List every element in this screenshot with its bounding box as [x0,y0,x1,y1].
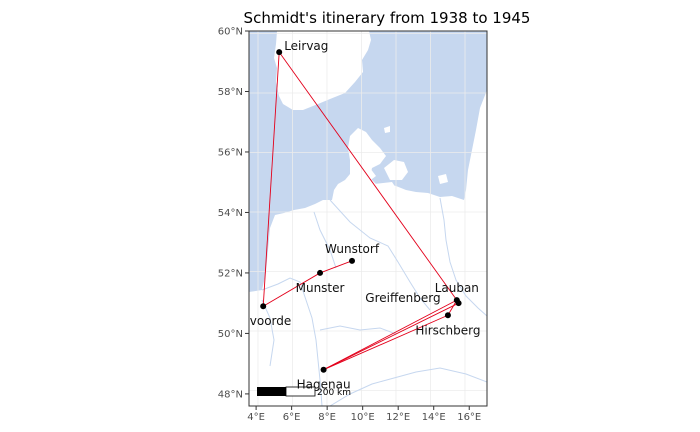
route-layer [262,51,459,371]
route-segment [262,272,321,307]
place-marker [455,300,462,307]
scale-bar-white [285,386,316,397]
axes: 48°N 50°N 52°N 54°N 56°N 58°N 60°N 4°E 6°E 8°E 10°… [218,27,481,424]
map-title: Schmidt's itinerary from 1938 to 1945 [244,9,531,27]
place-label: Hirschberg [415,323,480,337]
island-funen [360,168,376,182]
graticule [249,31,487,406]
points-layer: Leirvag Wunstorf Munster Vilvoorde LaubanGre… [235,39,480,392]
river-rhine [261,277,323,406]
place-marker [349,257,356,264]
lon-tick-label: 16°E [457,412,481,423]
place-marker [317,269,324,276]
route-segment [323,314,449,371]
lon-tick-label: 6°E [283,412,301,423]
route-segment [262,52,280,307]
river-weser [313,211,337,269]
lat-tick-label: 48°N [218,389,243,400]
lon-tick-label: 8°E [318,412,336,423]
scale-bar-black [257,387,286,396]
lon-tick-label: 14°E [422,412,446,423]
lat-tick-label: 58°N [218,87,243,98]
place-label: Lauban [435,281,479,295]
lat-tick-label: 50°N [218,329,243,340]
lon-tick-label: 10°E [351,412,375,423]
place-marker [260,303,267,310]
island-lolland [374,182,396,190]
river-meuse [261,299,275,367]
lat-tick-label: 56°N [218,147,243,158]
place-label: Greiffenberg [365,291,440,305]
lon-tick-label: 12°E [386,412,410,423]
route-segment [323,299,458,371]
lat-tick-label: 54°N [218,208,243,219]
place-marker [320,366,327,373]
route-segment [319,260,353,274]
scale-bar-label: 200 km [317,388,351,398]
place-label: Munster [296,281,345,295]
river-danube [329,367,487,406]
place-marker [276,49,283,56]
place-marker [444,312,451,319]
river-elbe [329,199,431,311]
place-label: Leirvag [284,39,328,53]
island-anholt [384,126,390,133]
place-label: Vilvoorde [235,314,291,328]
rivers [261,197,487,406]
island-bornholm [438,174,448,184]
place-label: Wunstorf [325,242,380,256]
route-segment [323,302,459,371]
sea-water [249,31,487,292]
place-label: Hagenau [297,378,351,392]
map-panel: 200 km Leirvag Wunstorf Munster Vilvoorde La… [235,31,487,406]
panel-border [248,30,488,407]
lat-tick-label: 60°N [218,27,243,38]
lat-tick-label: 52°N [218,268,243,279]
river-main [319,325,397,335]
route-segment [278,51,458,301]
river-oder [439,197,487,317]
lon-tick-label: 4°E [247,412,265,423]
scale-bar: 200 km [257,386,351,398]
